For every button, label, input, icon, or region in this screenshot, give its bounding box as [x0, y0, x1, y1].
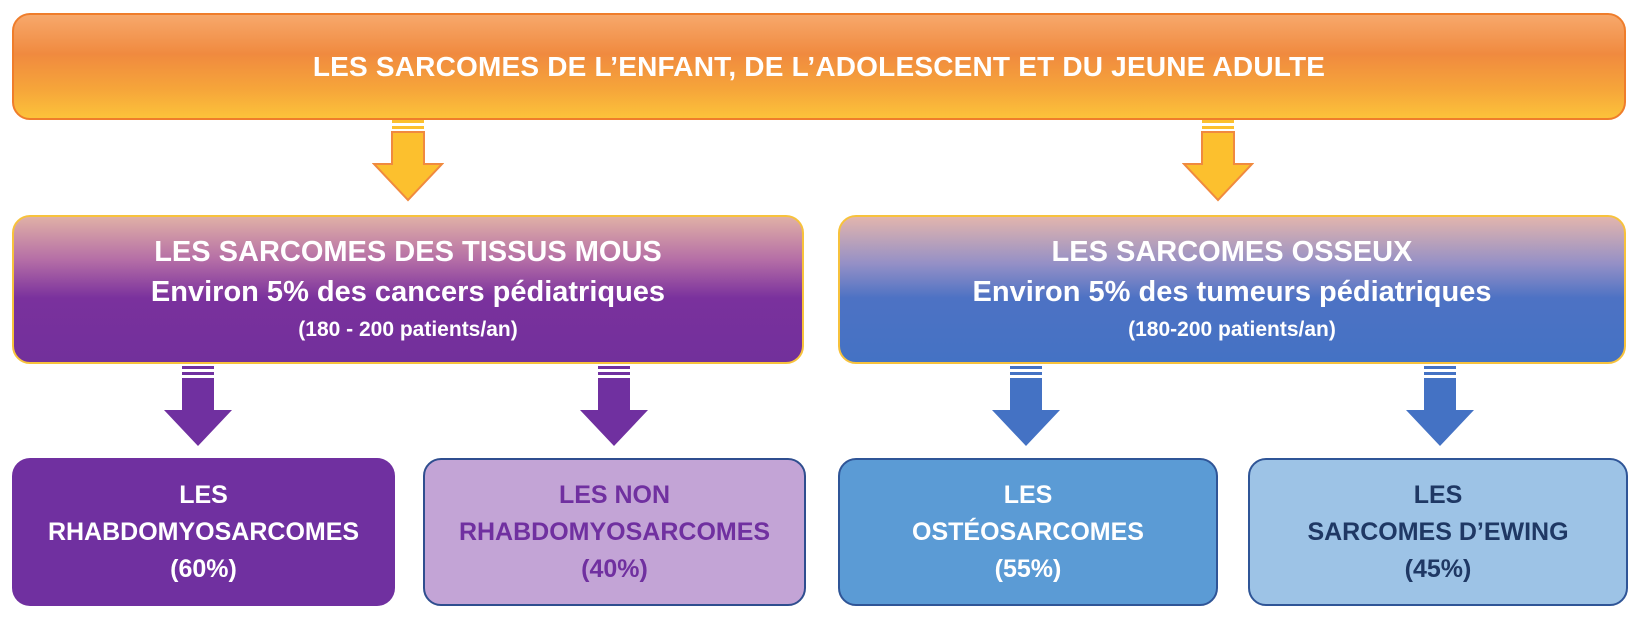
arrow-down-icon: [1182, 120, 1254, 202]
bone-sarcoma-box: LES SARCOMES OSSEUX Environ 5% des tumeu…: [838, 215, 1626, 364]
ewing-sarcoma-box: LES SARCOMES D’EWING (45%): [1248, 458, 1628, 606]
bone-heading: LES SARCOMES OSSEUX: [1051, 235, 1413, 268]
non-rhabdomyosarcoma-percent: (40%): [581, 554, 648, 583]
arrow-down-icon: [372, 120, 444, 202]
diagram-title: LES SARCOMES DE L’ENFANT, DE L’ADOLESCEN…: [312, 50, 1326, 82]
ewing-sarcoma-line1: LES: [1413, 480, 1463, 509]
osteosarcoma-percent: (55%): [994, 554, 1062, 583]
rhabdomyosarcoma-percent: (60%): [170, 554, 237, 583]
bone-patients: (180-200 patients/an): [1128, 317, 1336, 341]
osteosarcoma-box: LES OSTÉOSARCOMES (55%): [838, 458, 1218, 606]
rhabdomyosarcoma-line2: RHABDOMYOSARCOMES: [47, 517, 360, 546]
non-rhabdomyosarcoma-line2: RHABDOMYOSARCOMES: [458, 517, 771, 546]
arrow-down-icon: [1406, 366, 1474, 446]
arrow-down-icon: [164, 366, 232, 446]
ewing-sarcoma-percent: (45%): [1404, 554, 1472, 583]
osteosarcoma-line1: LES: [1003, 480, 1053, 509]
ewing-sarcoma-line2: SARCOMES D’EWING: [1307, 517, 1569, 546]
osteosarcoma-line2: OSTÉOSARCOMES: [912, 517, 1144, 546]
soft-tissue-patients: (180 - 200 patients/an): [298, 317, 518, 341]
arrow-down-icon: [580, 366, 648, 446]
soft-tissue-sarcoma-box: LES SARCOMES DES TISSUS MOUS Environ 5% …: [12, 215, 804, 364]
diagram-title-box: LES SARCOMES DE L’ENFANT, DE L’ADOLESCEN…: [12, 13, 1626, 120]
soft-tissue-share: Environ 5% des cancers pédiatriques: [150, 275, 666, 308]
non-rhabdomyosarcoma-box: LES NON RHABDOMYOSARCOMES (40%): [423, 458, 806, 606]
soft-tissue-heading: LES SARCOMES DES TISSUS MOUS: [154, 235, 662, 268]
non-rhabdomyosarcoma-line1: LES NON: [558, 480, 671, 509]
rhabdomyosarcoma-line1: LES: [179, 480, 228, 509]
rhabdomyosarcoma-box: LES RHABDOMYOSARCOMES (60%): [12, 458, 395, 606]
arrow-down-icon: [992, 366, 1060, 446]
bone-share: Environ 5% des tumeurs pédiatriques: [972, 275, 1492, 308]
